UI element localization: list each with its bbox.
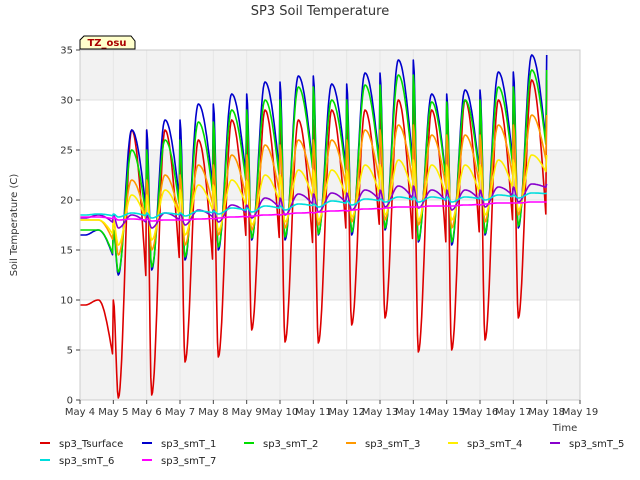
y-tick-label-6: 30 [60, 96, 73, 107]
x-tick-label-0: May 4 [65, 407, 95, 418]
y-tick-label-5: 25 [60, 146, 73, 157]
x-tick-label-5: May 9 [232, 407, 262, 418]
legend-label-sp3_Tsurface: sp3_Tsurface [59, 439, 123, 450]
y-tick-label-0: 0 [67, 396, 73, 407]
x-tick-label-1: May 5 [98, 407, 128, 418]
legend: sp3_Tsurface sp3_smT_1 sp3_smT_2 sp3_smT_3 s… [40, 439, 624, 467]
tz-badge: TZ_osu [80, 36, 135, 49]
legend-label-sp3_smT_3: sp3_smT_3 [365, 439, 420, 450]
legend-label-sp3_smT_1: sp3_smT_1 [161, 439, 216, 450]
x-tick-label-14: May 18 [528, 407, 565, 418]
soil-temperature-chart: SP3 Soil Temperature 0 5 10 15 20 25 30 35 May … [0, 0, 640, 480]
x-tick-label-4: May 8 [198, 407, 228, 418]
legend-label-sp3_smT_7: sp3_smT_7 [161, 456, 216, 467]
y-tick-label-1: 5 [67, 346, 73, 357]
y-tick-label-4: 20 [60, 196, 73, 207]
x-tick-label-6: May 10 [262, 407, 299, 418]
x-tick-label-10: May 14 [395, 407, 432, 418]
y-tick-label-7: 35 [60, 46, 73, 57]
y-axis-label: Soil Temperature (C) [9, 174, 20, 277]
band-2 [80, 150, 580, 200]
x-tick-label-11: May 15 [428, 407, 465, 418]
x-tick-label-2: May 6 [132, 407, 162, 418]
legend-label-sp3_smT_5: sp3_smT_5 [569, 439, 624, 450]
x-tick-label-12: May 16 [462, 407, 499, 418]
x-tick-label-8: May 12 [328, 407, 365, 418]
y-axis-ticks: 0 5 10 15 20 25 30 35 [60, 46, 80, 407]
x-tick-label-7: May 11 [295, 407, 332, 418]
x-axis-ticks: May 4 May 5 May 6 May 7 May 8 May 9 May 10May … [65, 400, 598, 418]
x-tick-label-3: May 7 [165, 407, 195, 418]
y-tick-label-3: 15 [60, 246, 73, 257]
x-tick-label-13: May 17 [495, 407, 532, 418]
y-tick-label-2: 10 [60, 296, 73, 307]
x-tick-label-9: May 13 [362, 407, 399, 418]
chart-title: SP3 Soil Temperature [251, 4, 389, 19]
x-tick-label-15: May 19 [562, 407, 599, 418]
band-1 [80, 250, 580, 300]
legend-label-sp3_smT_6: sp3_smT_6 [59, 456, 114, 467]
legend-label-sp3_smT_2: sp3_smT_2 [263, 439, 318, 450]
x-axis-label: Time [552, 423, 577, 434]
legend-label-sp3_smT_4: sp3_smT_4 [467, 439, 522, 450]
tz-badge-text: TZ_osu [87, 38, 126, 49]
